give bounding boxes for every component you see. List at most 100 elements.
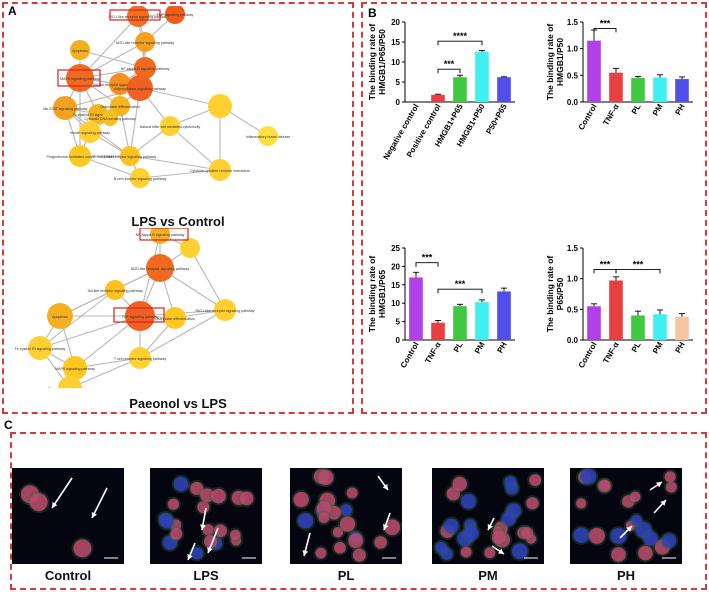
- cell-nucleus: [526, 497, 539, 510]
- cell-nucleus: [573, 527, 589, 543]
- cell-nucleus: [315, 547, 327, 559]
- network-node-label: Apoptosis: [72, 49, 88, 53]
- arrow-head: [383, 524, 389, 530]
- network-node: [109, 73, 131, 95]
- network-node: [120, 146, 140, 166]
- micrograph-label-lps: LPS: [193, 568, 219, 583]
- x-tick-label: PH: [673, 102, 686, 116]
- y-axis-label-line2: HMGB1/P65: [377, 270, 387, 318]
- x-tick-label: PH: [673, 340, 686, 354]
- y-tick-label: 15: [391, 38, 400, 47]
- cell-nucleus: [588, 527, 605, 544]
- chart-1: The binding rate ofHMGB1/P65/P50 0 5 10 15 20…: [367, 18, 515, 161]
- x-tick-label: P50+P65: [484, 102, 509, 136]
- network-node: [127, 6, 149, 27]
- x-tick-label: PM: [651, 340, 665, 355]
- arrow-head: [656, 482, 662, 488]
- y-axis-label: The binding rate ofHMGB1/P65/P50: [367, 24, 387, 101]
- panel-a: [2, 2, 354, 414]
- y-tick-label: 1.0: [567, 275, 579, 284]
- cell-nucleus: [374, 536, 387, 549]
- cell-nucleus: [167, 498, 180, 510]
- micrograph-image: [156, 474, 256, 562]
- network-node: [53, 96, 77, 120]
- network-node-label: RIG-I-like receptor signaling pathway: [109, 15, 168, 19]
- network-node-label: NF-kappa B signaling pathway: [121, 67, 170, 71]
- significance-bracket: [615, 269, 661, 274]
- network-node-label: NF-kappa B signaling pathway: [136, 233, 185, 237]
- micrograph-pm: [432, 468, 544, 564]
- network-node: [214, 299, 236, 321]
- network-node: [63, 356, 87, 380]
- micrograph-label-pm: PM: [478, 568, 498, 583]
- significance-bracket: [415, 262, 439, 267]
- cell-nucleus: [435, 541, 448, 554]
- cell-nucleus: [461, 493, 476, 509]
- network-node-label: NOD-like receptor signaling pathway: [131, 267, 190, 271]
- arrow-head: [91, 512, 97, 518]
- y-axis-label-line2: HMGB1/P65/P50: [377, 29, 387, 95]
- significance-bracket: [593, 269, 617, 274]
- micrograph-lps: [150, 468, 262, 564]
- y-tick-label: 25: [391, 244, 400, 253]
- network-node-label: TNF signaling pathway: [122, 315, 159, 319]
- y-tick-label: 0: [396, 336, 401, 345]
- cell-nucleus: [334, 541, 346, 554]
- network-node-label: Cytokine-cytokine receptor interaction: [190, 169, 250, 173]
- y-axis-label-line1: The binding rate of: [545, 256, 555, 333]
- micrograph-image: [433, 472, 544, 562]
- significance-label: ***: [600, 18, 611, 28]
- micrograph-ph: [570, 468, 682, 564]
- x-tick-label: PM: [473, 340, 487, 355]
- bar: [409, 277, 423, 340]
- network-paeonol: NF-kappa B signaling pathway NOD-like rec…: [15, 228, 255, 388]
- bar: [497, 291, 511, 340]
- network-node: [180, 238, 200, 258]
- y-tick-label: 15: [391, 281, 400, 290]
- y-axis-label-line2: P65/P50: [555, 277, 565, 310]
- cell-nucleus: [611, 547, 626, 562]
- cell-nucleus: [443, 518, 459, 534]
- significance-label: ***: [422, 253, 433, 263]
- network-node: [66, 64, 94, 92]
- cell-nucleus: [202, 524, 214, 536]
- cell-nucleus: [529, 474, 542, 487]
- significance-label: ***: [600, 259, 611, 269]
- network-node-label: T cell receptor signaling pathway: [104, 155, 156, 159]
- network-edge: [139, 309, 226, 359]
- network-node: [47, 303, 73, 329]
- network-node: [58, 376, 82, 388]
- network-edge: [69, 357, 141, 388]
- network-node-label: Fc epsilon RI signaling pathway: [73, 113, 124, 117]
- arrow-head: [498, 548, 504, 554]
- cell-nucleus: [492, 530, 506, 545]
- highlight-box: [113, 307, 165, 323]
- arrow-head: [660, 500, 666, 506]
- network-node-label: Progesterone-mediated oocyte maturation: [46, 155, 113, 159]
- micrograph-image: [291, 468, 402, 564]
- x-tick-label: Control: [577, 341, 599, 370]
- arrow-head: [52, 502, 58, 508]
- arrow-head: [382, 484, 388, 490]
- cell-nucleus: [521, 527, 534, 539]
- cell-nucleus: [339, 516, 356, 532]
- cell-nucleus: [297, 513, 314, 529]
- bar: [631, 78, 645, 102]
- arrow-head: [187, 554, 193, 560]
- cell-nucleus: [348, 533, 364, 549]
- cell-nucleus: [576, 498, 587, 509]
- cell-nucleus: [239, 491, 254, 506]
- network-node: [69, 145, 91, 167]
- network-node: [164, 307, 186, 329]
- x-tick-label: PM: [651, 102, 665, 117]
- significance-label: ***: [633, 259, 644, 269]
- bar: [497, 77, 511, 102]
- highlight-box: [139, 228, 189, 241]
- cell-nucleus: [332, 527, 344, 538]
- bar: [587, 306, 601, 340]
- cell-nucleus: [484, 547, 496, 559]
- network-edge: [129, 155, 221, 171]
- cell-nucleus: [318, 512, 330, 524]
- network-node-label: Natural killer cell mediated cytotoxicit…: [140, 125, 201, 129]
- network-node: [79, 121, 101, 143]
